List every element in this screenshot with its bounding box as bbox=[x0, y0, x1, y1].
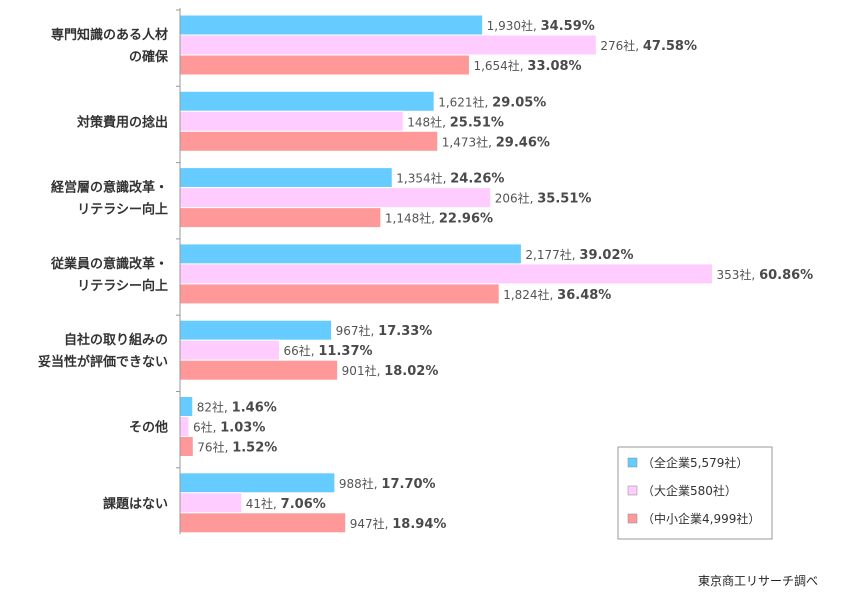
bar bbox=[179, 130, 439, 152]
bar bbox=[179, 90, 435, 112]
data-label: 967社, 17.33% bbox=[336, 323, 433, 339]
bar bbox=[179, 207, 382, 229]
bar bbox=[179, 243, 522, 265]
data-label: 988社, 17.70% bbox=[339, 476, 436, 492]
data-label: 1,148社, 22.96% bbox=[385, 211, 493, 227]
category-label: 妥当性が評価できない bbox=[38, 354, 168, 370]
bar bbox=[179, 359, 339, 381]
data-label: 947社, 18.94% bbox=[350, 516, 447, 532]
data-label: 1,354社, 24.26% bbox=[396, 171, 504, 187]
data-label: 276社, 47.58% bbox=[600, 38, 697, 54]
data-label: 901社, 18.02% bbox=[342, 363, 439, 379]
category-label: 従業員の意識改革・ bbox=[50, 256, 168, 272]
data-label: 1,621社, 29.05% bbox=[438, 94, 546, 110]
bar bbox=[179, 167, 393, 189]
bar bbox=[179, 396, 194, 417]
bar bbox=[179, 283, 500, 305]
data-label: 148社, 25.51% bbox=[407, 114, 504, 130]
bar bbox=[179, 187, 492, 209]
data-label: 82社, 1.46% bbox=[197, 400, 277, 416]
bar bbox=[179, 416, 190, 437]
data-label: 76社, 1.52% bbox=[197, 440, 277, 456]
data-label: 1,473社, 29.46% bbox=[442, 134, 550, 150]
data-label: 1,654社, 33.08% bbox=[473, 58, 581, 74]
legend-label: （中小企業4,999社） bbox=[642, 511, 760, 526]
category-label: 対策費用の捻出 bbox=[76, 114, 168, 130]
category-label: 課題はない bbox=[103, 496, 168, 512]
bar bbox=[179, 319, 333, 341]
legend-swatch bbox=[627, 457, 638, 468]
category-label: の確保 bbox=[129, 49, 169, 65]
bar bbox=[179, 110, 404, 132]
data-label: 206社, 35.51% bbox=[495, 191, 592, 207]
category-label: 専門知識のある人材 bbox=[51, 27, 168, 43]
legend-swatch bbox=[627, 513, 638, 524]
bar bbox=[179, 14, 484, 36]
bar bbox=[179, 34, 597, 56]
bar bbox=[179, 339, 280, 361]
category-label: 経営層の意識改革・ bbox=[51, 180, 168, 196]
data-label: 1,824社, 36.48% bbox=[503, 287, 611, 303]
bar bbox=[179, 263, 714, 285]
data-label: 2,177社, 39.02% bbox=[525, 247, 633, 263]
category-label: 自社の取り組みの bbox=[64, 332, 168, 348]
legend-swatch bbox=[627, 485, 638, 496]
legend-label: （大企業580社） bbox=[642, 483, 737, 498]
axis-layer bbox=[176, 8, 181, 535]
category-label: その他 bbox=[129, 420, 168, 436]
bar bbox=[179, 436, 194, 457]
legend-label: （全企業5,579社） bbox=[642, 455, 748, 470]
data-label: 6社, 1.03% bbox=[193, 420, 265, 436]
bar bbox=[179, 54, 470, 76]
bar bbox=[179, 492, 243, 514]
bar bbox=[179, 472, 336, 494]
bar bbox=[179, 512, 347, 534]
category-label: リテラシー向上 bbox=[77, 278, 168, 294]
data-label: 41社, 7.06% bbox=[246, 496, 326, 512]
data-label: 353社, 60.86% bbox=[717, 267, 814, 283]
legend-box bbox=[617, 446, 773, 540]
data-label: 66社, 11.37% bbox=[283, 343, 372, 359]
legend: （全企業5,579社） （大企業580社） （中小企業4,999社） bbox=[617, 446, 773, 540]
data-label: 1,930社, 34.59% bbox=[487, 18, 595, 34]
source-note: 東京商工リサーチ調べ bbox=[698, 573, 818, 588]
category-label: リテラシー向上 bbox=[77, 202, 168, 218]
